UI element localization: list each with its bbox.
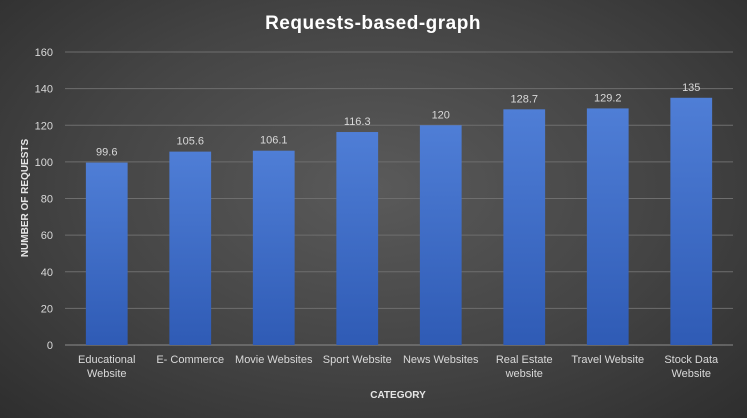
- y-tick-label: 0: [47, 340, 53, 352]
- data-label: 116.3: [344, 116, 371, 128]
- bar: [253, 151, 295, 345]
- y-tick-label: 20: [41, 303, 53, 315]
- bar: [670, 98, 712, 345]
- data-label: 129.2: [594, 92, 622, 104]
- y-axis-title: NUMBER OF REQUESTS: [20, 139, 31, 258]
- data-label: 105.6: [176, 136, 204, 148]
- chart-title: Requests-based-graph: [265, 13, 481, 34]
- x-tick-label: E- Commerce: [156, 354, 224, 366]
- y-tick-label: 80: [41, 194, 53, 206]
- x-axis-categories: Educational Website E- Commerce Movie Websi…: [78, 354, 719, 380]
- x-tick-label: Movie Websites: [235, 354, 313, 366]
- y-tick-label: 160: [35, 47, 53, 59]
- bar: [420, 125, 462, 345]
- data-label: 99.6: [96, 147, 117, 159]
- bar: [86, 163, 128, 345]
- x-tick-label: Travel Website: [571, 354, 644, 366]
- y-tick-label: 140: [35, 84, 53, 96]
- y-tick-label: 100: [35, 157, 53, 169]
- x-tick-label: Stock Data Website: [664, 354, 719, 380]
- data-label: 128.7: [510, 93, 538, 105]
- data-label: 106.1: [260, 135, 288, 147]
- x-tick-label: News Websites: [403, 354, 479, 366]
- bar: [587, 108, 629, 345]
- x-tick-label: Educational Website: [78, 354, 136, 380]
- y-tick-label: 120: [35, 120, 53, 132]
- y-tick-label: 60: [41, 230, 53, 242]
- x-tick-label: Sport Website: [323, 354, 392, 366]
- y-tick-label: 40: [41, 267, 53, 279]
- bar: [169, 152, 211, 345]
- x-tick-label: Real Estate website: [496, 354, 553, 380]
- bar: [503, 109, 545, 345]
- gridlines: [65, 52, 733, 345]
- bar: [336, 132, 378, 345]
- y-axis-ticks: 0 20 40 60 80 100 120 140 160: [35, 47, 53, 352]
- data-label: 120: [432, 109, 450, 121]
- data-label: 135: [682, 82, 700, 94]
- x-axis-title: CATEGORY: [370, 390, 426, 401]
